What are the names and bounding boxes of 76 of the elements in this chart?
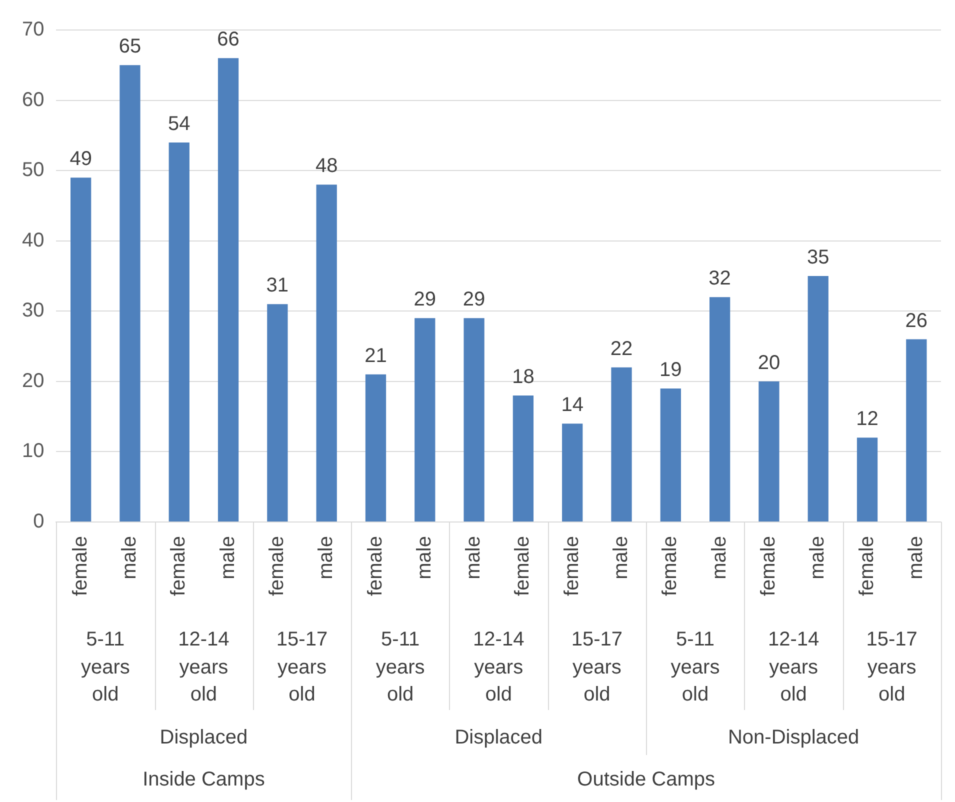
bar bbox=[414, 318, 436, 522]
x-tick-label: male bbox=[462, 536, 485, 580]
text: 5-11 years old bbox=[670, 628, 720, 706]
y-tick-label: 10 bbox=[22, 440, 44, 462]
bar bbox=[611, 367, 632, 522]
x-tick-label: female bbox=[757, 536, 780, 596]
y-tick-label: 40 bbox=[22, 229, 44, 252]
x-tick-label: male bbox=[118, 536, 140, 580]
y-tick-label: 0 bbox=[33, 510, 44, 533]
data-label: 19 bbox=[660, 358, 682, 381]
bar bbox=[660, 388, 681, 522]
x-tick-label: female bbox=[168, 536, 190, 596]
text: Outside Camps bbox=[577, 768, 716, 791]
bar bbox=[906, 339, 927, 522]
x-tick-label: female bbox=[364, 536, 386, 596]
bar bbox=[120, 65, 140, 522]
x-tick-label: female bbox=[512, 536, 534, 596]
x-tick-label: male bbox=[708, 536, 730, 580]
x-tick-label: male bbox=[806, 536, 829, 580]
bar bbox=[562, 424, 583, 522]
data-label: 26 bbox=[905, 310, 928, 332]
bar bbox=[218, 58, 239, 522]
data-label: 29 bbox=[414, 288, 436, 311]
bar bbox=[168, 142, 190, 522]
y-tick-label: 30 bbox=[22, 300, 44, 322]
text: Inside Camps bbox=[142, 768, 265, 791]
x-tick-label: male bbox=[413, 536, 436, 580]
data-label: 12 bbox=[856, 408, 878, 430]
text: 12-14 years old bbox=[473, 628, 524, 706]
data-label: 32 bbox=[708, 268, 731, 290]
bar bbox=[512, 395, 534, 522]
x-tick-label: female bbox=[266, 536, 288, 596]
text: 5-11 years old bbox=[376, 628, 425, 706]
y-tick-label: 60 bbox=[22, 88, 44, 111]
x-tick-label: female bbox=[659, 536, 682, 596]
data-label: 14 bbox=[561, 394, 584, 416]
text: 15-17 years old bbox=[866, 628, 918, 706]
x-tick-label: male bbox=[904, 536, 927, 580]
text: 12-14 years old bbox=[178, 628, 230, 706]
bar bbox=[856, 438, 878, 522]
data-label: 31 bbox=[266, 274, 289, 297]
data-label: 54 bbox=[168, 112, 190, 135]
data-label: 21 bbox=[364, 344, 387, 367]
x-tick-label: male bbox=[610, 536, 632, 580]
x-tick-label: male bbox=[216, 536, 239, 580]
bar bbox=[365, 374, 386, 522]
y-tick-label: 20 bbox=[22, 370, 44, 392]
data-label: 29 bbox=[462, 288, 486, 311]
bar bbox=[464, 318, 484, 522]
data-label: 20 bbox=[758, 352, 780, 374]
text: 12-14 years old bbox=[768, 628, 820, 706]
y-tick-label: 70 bbox=[22, 18, 44, 41]
data-label: 66 bbox=[217, 28, 240, 51]
bar bbox=[808, 276, 828, 522]
data-label: 49 bbox=[70, 148, 92, 170]
data-label: 35 bbox=[806, 246, 830, 269]
text: 15-17 years old bbox=[571, 628, 623, 706]
x-tick-label: female bbox=[856, 536, 878, 596]
data-label: 22 bbox=[610, 338, 633, 360]
x-tick-label: male bbox=[315, 536, 338, 580]
text: Displaced bbox=[454, 726, 543, 749]
y-tick-label: 50 bbox=[22, 159, 44, 182]
bar bbox=[709, 297, 730, 522]
text: Non-Displaced bbox=[728, 726, 860, 749]
x-tick-label: female bbox=[560, 536, 583, 596]
bar bbox=[267, 304, 288, 522]
bar bbox=[316, 184, 337, 522]
bar bbox=[70, 178, 92, 522]
text: Displaced bbox=[160, 726, 248, 749]
x-tick-label: female bbox=[69, 536, 92, 596]
text: 15-17 years old bbox=[276, 628, 328, 706]
data-label: 65 bbox=[118, 36, 142, 58]
data-label: 48 bbox=[315, 155, 338, 178]
text: 5-11 years old bbox=[80, 628, 130, 706]
bar bbox=[758, 381, 780, 522]
data-label: 18 bbox=[512, 366, 534, 388]
